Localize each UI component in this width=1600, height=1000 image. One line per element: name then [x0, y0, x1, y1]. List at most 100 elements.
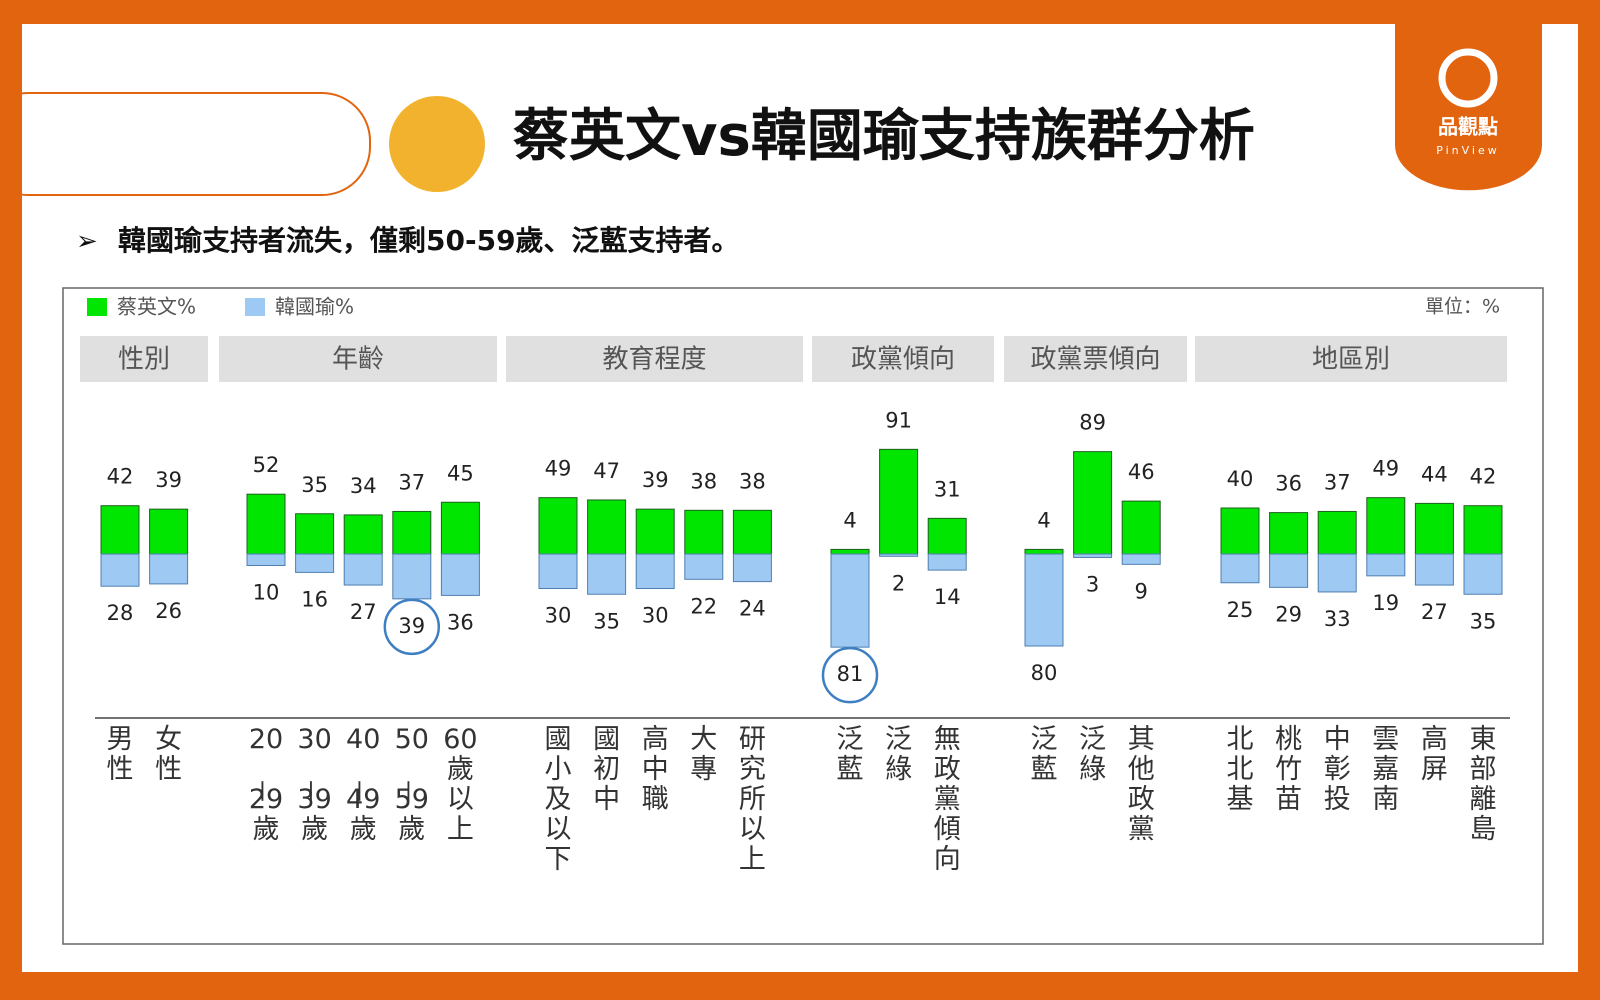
- group-header: 地區別: [1312, 345, 1390, 375]
- value-label: 4: [1037, 508, 1050, 532]
- value-label: 29: [1275, 602, 1302, 626]
- category-label: 高屏: [1421, 724, 1448, 785]
- category-label: 30 －39 歲: [294, 724, 332, 845]
- value-label: 37: [1324, 470, 1351, 494]
- bar-up: [927, 517, 967, 555]
- value-label: 22: [690, 594, 717, 618]
- value-label: 36: [1275, 472, 1302, 496]
- category-label: 泛藍: [1031, 724, 1058, 785]
- legend-swatch: [245, 298, 265, 316]
- bar-down: [392, 553, 432, 600]
- value-label: 35: [593, 609, 620, 633]
- value-label: 14: [934, 585, 961, 609]
- bar-up: [295, 513, 335, 555]
- value-label: 42: [107, 465, 134, 489]
- value-label: 46: [1128, 460, 1155, 484]
- bullet: ➢: [76, 227, 98, 257]
- bar-down: [1414, 553, 1454, 586]
- bar-down: [1269, 553, 1309, 588]
- value-label: 27: [1421, 600, 1448, 624]
- bar-down: [246, 553, 286, 566]
- deco-pill: [0, 92, 371, 196]
- bar-up: [1220, 507, 1260, 555]
- group-header: 政黨傾向: [851, 345, 955, 375]
- bar-up: [1366, 497, 1406, 555]
- value-label: 39: [155, 468, 182, 492]
- value-label: 19: [1372, 591, 1399, 615]
- group-header: 年齡: [332, 345, 384, 375]
- category-label: 中彰投: [1324, 724, 1351, 815]
- bar-down: [830, 553, 870, 648]
- subtitle: 韓國瑜支持者流失，僅剩50-59歲、泛藍支持者。: [118, 224, 740, 257]
- value-label: 49: [1372, 457, 1399, 481]
- bar-up: [100, 505, 140, 555]
- category-label: 國初中: [593, 724, 620, 815]
- group-header-bg: [1004, 336, 1187, 382]
- value-label: 3: [1086, 572, 1099, 596]
- group-header-bg: [219, 336, 497, 382]
- bar-down: [684, 553, 724, 580]
- value-label: 33: [1324, 607, 1351, 631]
- chart-box: [62, 287, 1544, 945]
- unit-label: 單位：%: [1425, 296, 1500, 318]
- bar-down: [343, 553, 383, 586]
- bar-down: [587, 553, 627, 595]
- bar-down: [538, 553, 578, 589]
- bar-up: [1121, 500, 1161, 555]
- bar-up: [246, 493, 286, 555]
- group-header-bg: [1195, 336, 1507, 382]
- category-label: 東部離島: [1470, 724, 1497, 845]
- highlight-circle: [821, 646, 879, 704]
- category-label: 大專: [690, 724, 717, 785]
- bar-down: [732, 553, 772, 583]
- bar-up: [1463, 505, 1503, 555]
- value-label: 16: [301, 587, 328, 611]
- value-label: 9: [1135, 579, 1148, 603]
- value-label: 27: [350, 600, 377, 624]
- value-label: 28: [107, 601, 134, 625]
- value-label: 80: [1031, 661, 1058, 685]
- category-label: 北北基: [1227, 724, 1254, 815]
- logo-text: 品觀點: [1438, 115, 1498, 139]
- bar-up: [343, 514, 383, 555]
- category-label: 其他政黨: [1128, 724, 1155, 845]
- value-label: 25: [1227, 598, 1254, 622]
- category-label: 泛綠: [885, 724, 912, 785]
- value-label: 39: [398, 614, 425, 638]
- category-label: 高中職: [642, 724, 669, 815]
- group-header-bg: [506, 336, 803, 382]
- category-label: 泛藍: [837, 724, 864, 785]
- group-header: 性別: [118, 345, 170, 375]
- bar-up: [440, 501, 480, 555]
- bar-up: [635, 508, 675, 555]
- group-header-bg: [812, 336, 994, 382]
- bar-down: [100, 553, 140, 587]
- bar-up: [149, 508, 189, 555]
- group-header: 教育程度: [602, 345, 706, 375]
- value-label: 91: [885, 408, 912, 432]
- bar-down: [149, 553, 189, 585]
- bar-down: [1220, 553, 1260, 584]
- legend-label: 韓國瑜%: [275, 295, 354, 319]
- bar-up: [684, 509, 724, 555]
- value-label: 35: [1470, 609, 1497, 633]
- category-label: 女性: [155, 724, 182, 785]
- bar-down: [1073, 553, 1113, 558]
- value-label: 30: [545, 604, 572, 628]
- bar-down: [879, 553, 919, 557]
- value-label: 47: [593, 459, 620, 483]
- bar-down: [1024, 553, 1064, 647]
- category-label: 桃竹苗: [1275, 724, 1302, 815]
- value-label: 26: [155, 599, 182, 623]
- bar-up: [732, 509, 772, 555]
- category-label: 雲嘉南: [1372, 724, 1399, 815]
- value-label: 37: [398, 470, 425, 494]
- highlight-circle: [383, 598, 441, 656]
- bar-down: [1317, 553, 1357, 593]
- category-label: 泛綠: [1079, 724, 1106, 785]
- bar-down: [1366, 553, 1406, 577]
- bar-up: [879, 448, 919, 555]
- value-label: 81: [837, 662, 864, 686]
- category-label: 無政黨傾向: [934, 724, 961, 875]
